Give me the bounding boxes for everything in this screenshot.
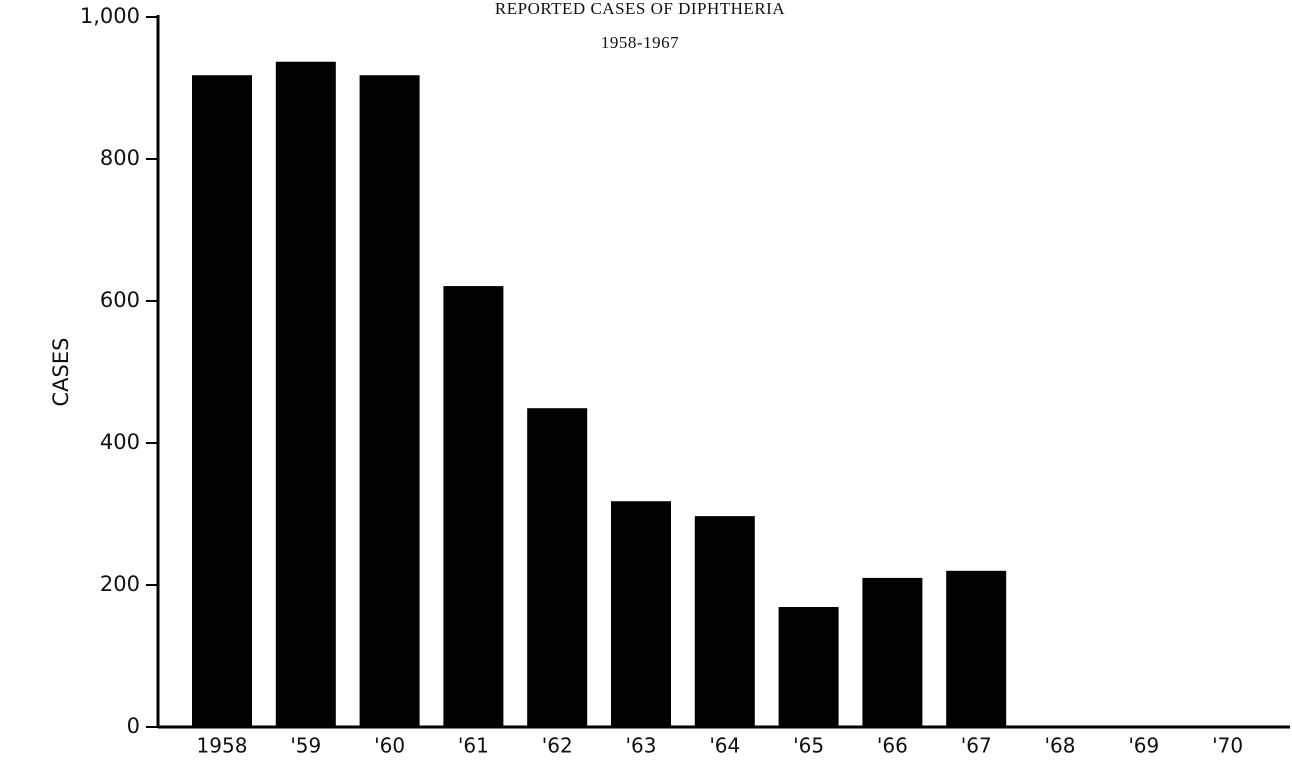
y-axis-label: CASES bbox=[49, 338, 73, 407]
bar bbox=[527, 408, 588, 727]
x-tick-label: '68 bbox=[1045, 734, 1076, 758]
x-tick-label: 1958 bbox=[197, 734, 248, 758]
x-tick-label: '70 bbox=[1212, 734, 1243, 758]
bar bbox=[946, 570, 1007, 727]
x-tick-label: '66 bbox=[877, 734, 908, 758]
y-tick-label: 1,000 bbox=[80, 4, 140, 28]
x-tick-label: '59 bbox=[290, 734, 321, 758]
bar bbox=[862, 577, 923, 727]
x-tick-label: '64 bbox=[709, 734, 740, 758]
y-tick-label: 600 bbox=[100, 288, 140, 312]
bar bbox=[443, 286, 504, 727]
bar bbox=[192, 75, 252, 728]
x-tick-label: '60 bbox=[374, 734, 405, 758]
x-tick-label: '69 bbox=[1128, 734, 1159, 758]
x-tick-label: '65 bbox=[793, 734, 824, 758]
chart-title: REPORTED CASES OF DIPHTHERIA bbox=[495, 0, 785, 18]
bar bbox=[611, 501, 671, 727]
x-tick-label: '67 bbox=[961, 734, 992, 758]
y-tick-label: 800 bbox=[100, 146, 140, 170]
x-tick-label: '62 bbox=[542, 734, 573, 758]
x-tick-label: '61 bbox=[458, 734, 489, 758]
y-tick-label: 400 bbox=[100, 430, 140, 454]
y-tick-label: 200 bbox=[100, 572, 140, 596]
x-tick-label: '63 bbox=[626, 734, 657, 758]
y-tick-label: 0 bbox=[127, 714, 140, 738]
bar bbox=[778, 607, 839, 727]
bar bbox=[275, 61, 336, 728]
bar bbox=[359, 75, 420, 728]
chart-subtitle: 1958-1967 bbox=[601, 33, 679, 52]
bar bbox=[694, 516, 755, 727]
